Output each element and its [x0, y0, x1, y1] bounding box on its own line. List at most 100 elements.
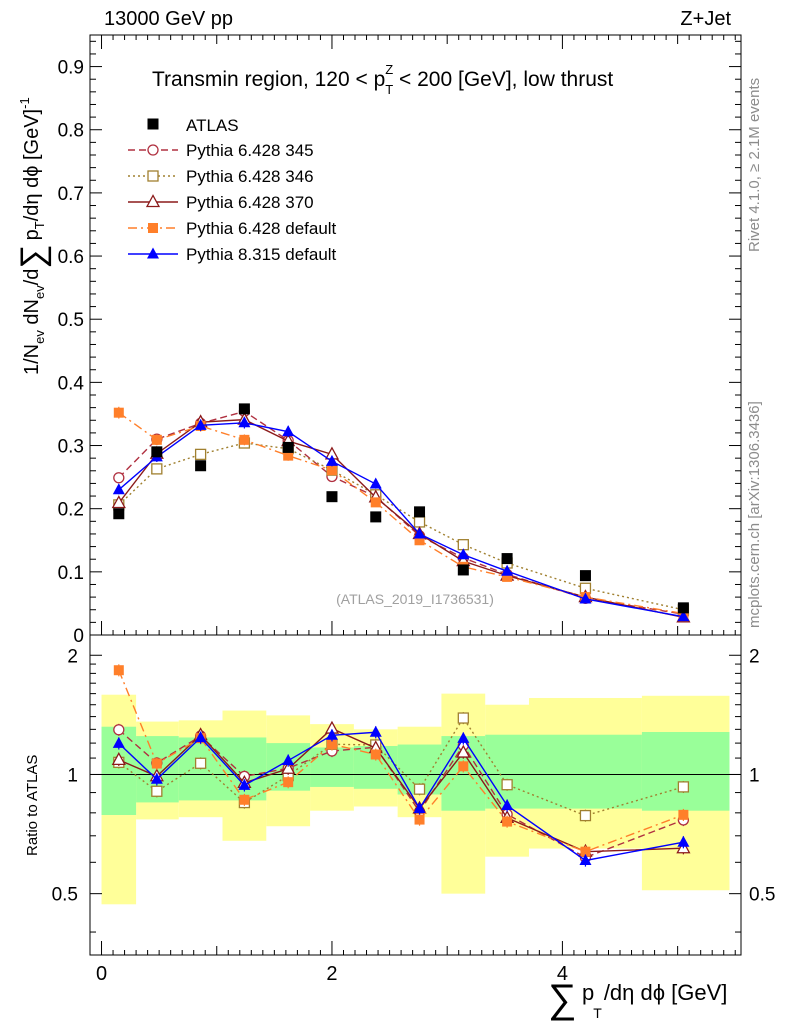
- ratio-point-p346: [677, 781, 690, 793]
- ratio-point-p346: [579, 809, 592, 822]
- rivet-version-label: Rivet 4.1.0, ≥ 2.1M events: [746, 78, 763, 252]
- x-label-p: p: [582, 980, 594, 1005]
- y-tick-label: 0.6: [58, 247, 84, 268]
- ratio-line-p370: [118, 727, 684, 853]
- ratio-point-p8def: [677, 835, 690, 847]
- point-atlas: [238, 403, 250, 415]
- point-p8def: [282, 425, 295, 437]
- point-atlas: [579, 570, 591, 582]
- point-p370: [111, 495, 126, 509]
- legend-marker-p8def: [147, 247, 159, 259]
- legend-marker-p345: [147, 144, 159, 156]
- axes-ticks: 00.10.20.30.40.50.60.70.80.90 2 40.5 0.51 12…: [52, 35, 775, 985]
- point-p6def: [502, 571, 513, 582]
- y-label-sum: ∑: [14, 244, 52, 268]
- ratio-tick-label-right: 2: [749, 646, 760, 667]
- x-label-rest: /dη dϕ [GeV]: [604, 980, 728, 1005]
- y-axis-label: 1/Nev dNev/d∑pT/dη dϕ [GeV]-1: [14, 97, 52, 375]
- title-sub: T: [385, 82, 393, 97]
- band-inner-bin: [485, 734, 529, 809]
- ratio-point-p6def: [414, 814, 425, 825]
- ratio-point-p8def: [112, 736, 125, 748]
- point-p345: [113, 472, 125, 484]
- y-label-sub: ev: [32, 330, 47, 344]
- point-p8def: [457, 548, 470, 560]
- point-p8def: [677, 610, 690, 622]
- ratio-line-p346: [118, 716, 684, 817]
- point-p8def: [238, 416, 251, 428]
- ratio-tick-label-left: 0.5: [52, 885, 78, 906]
- band-inner-bin: [528, 734, 642, 809]
- ratio-y-axis-label: Ratio to ATLAS: [24, 755, 41, 856]
- point-p8def: [194, 418, 207, 430]
- y-tick-label: 0.5: [58, 310, 84, 331]
- point-p6def: [326, 465, 337, 476]
- point-atlas: [282, 441, 294, 453]
- legend-marker-atlas: [147, 118, 159, 130]
- legend-marker-p346: [147, 170, 159, 182]
- y-label-part: /dη dϕ [GeV]: [21, 109, 43, 221]
- header-process-label: Z+Jet: [680, 8, 731, 30]
- x-axis-label: ∑ pT/dη dϕ [GeV]: [548, 977, 727, 1021]
- svg-text:1/Nev dNev/d∑pT/dη dϕ [GeV]-1: 1/Nev dNev/d∑pT/dη dϕ [GeV]-1: [14, 97, 52, 375]
- legend-label-p345: Pythia 6.428 345: [186, 141, 314, 160]
- ratio-point-p370: [281, 760, 296, 774]
- ratio-point-p6def: [678, 809, 689, 820]
- series-line-p8def: [118, 422, 684, 618]
- x-tick-label: 0: [96, 963, 107, 985]
- series-line-p345: [118, 410, 684, 615]
- point-atlas: [326, 491, 338, 503]
- ratio-point-p8def: [238, 778, 251, 790]
- y-tick-label: 0.9: [58, 58, 84, 79]
- y-label-sub: T: [32, 221, 47, 229]
- title-part: Transmin region, 120 < p: [152, 68, 385, 91]
- point-atlas: [457, 564, 469, 576]
- point-p6def: [414, 535, 425, 546]
- ratio-point-p345: [113, 724, 125, 736]
- ratio-point-p6def: [113, 665, 124, 676]
- ratio-point-p6def: [502, 816, 513, 827]
- title-part: < 200 [GeV], low thrust: [393, 68, 613, 91]
- ratio-line-p8def: [118, 731, 684, 862]
- mcplots-label: mcplots.cern.ch [arXiv:1306.3436]: [746, 401, 763, 628]
- ratio-point-p6def: [326, 739, 337, 750]
- ratio-point-p346: [413, 783, 426, 795]
- point-atlas: [501, 553, 513, 565]
- ratio-point-p346: [457, 712, 469, 724]
- header-collision-label: 13000 GeV pp: [104, 8, 233, 30]
- y-tick-label: 0.3: [58, 437, 84, 458]
- ratio-point-p8def: [150, 772, 163, 784]
- y-label-part: dN: [21, 299, 43, 330]
- point-p8def: [579, 592, 592, 604]
- point-p346: [151, 463, 163, 475]
- ratio-point-p8def: [369, 725, 382, 737]
- point-atlas: [151, 446, 163, 458]
- ratio-tick-label-left: 2: [67, 646, 78, 667]
- point-atlas: [370, 511, 382, 523]
- legend-marker-p6def: [148, 223, 158, 233]
- point-p8def: [112, 483, 125, 495]
- y-tick-label: 0.2: [58, 500, 84, 521]
- plot-frames: [89, 34, 742, 956]
- ratio-point-p6def: [151, 758, 162, 769]
- series-line-p370: [118, 418, 684, 619]
- title-sup: Z: [385, 62, 393, 77]
- y-tick-label: 0.4: [58, 373, 85, 394]
- legend-label-p346: Pythia 6.428 346: [186, 167, 314, 186]
- ratio-point-p6def: [283, 777, 294, 788]
- point-p6def: [370, 497, 381, 508]
- ratio-tick-label-right: 1: [749, 765, 760, 786]
- point-atlas: [677, 602, 689, 614]
- x-label-sub: T: [593, 1005, 602, 1021]
- ratio-point-p8def: [501, 799, 514, 811]
- chart-title: Transmin region, 120 < pTZ < 200 [GeV], …: [152, 62, 613, 97]
- y-label-part: 1/N: [21, 344, 43, 375]
- point-p346: [413, 516, 426, 528]
- ratio-line-p6def: [118, 669, 684, 853]
- ratio-point-p6def: [370, 749, 381, 760]
- legend-label-p8def: Pythia 8.315 default: [186, 245, 337, 264]
- ratio-plot-frame: [89, 634, 742, 956]
- ratio-plot-series: [111, 664, 691, 867]
- ratio-line-p345: [118, 729, 684, 859]
- x-tick-label: 2: [326, 963, 337, 985]
